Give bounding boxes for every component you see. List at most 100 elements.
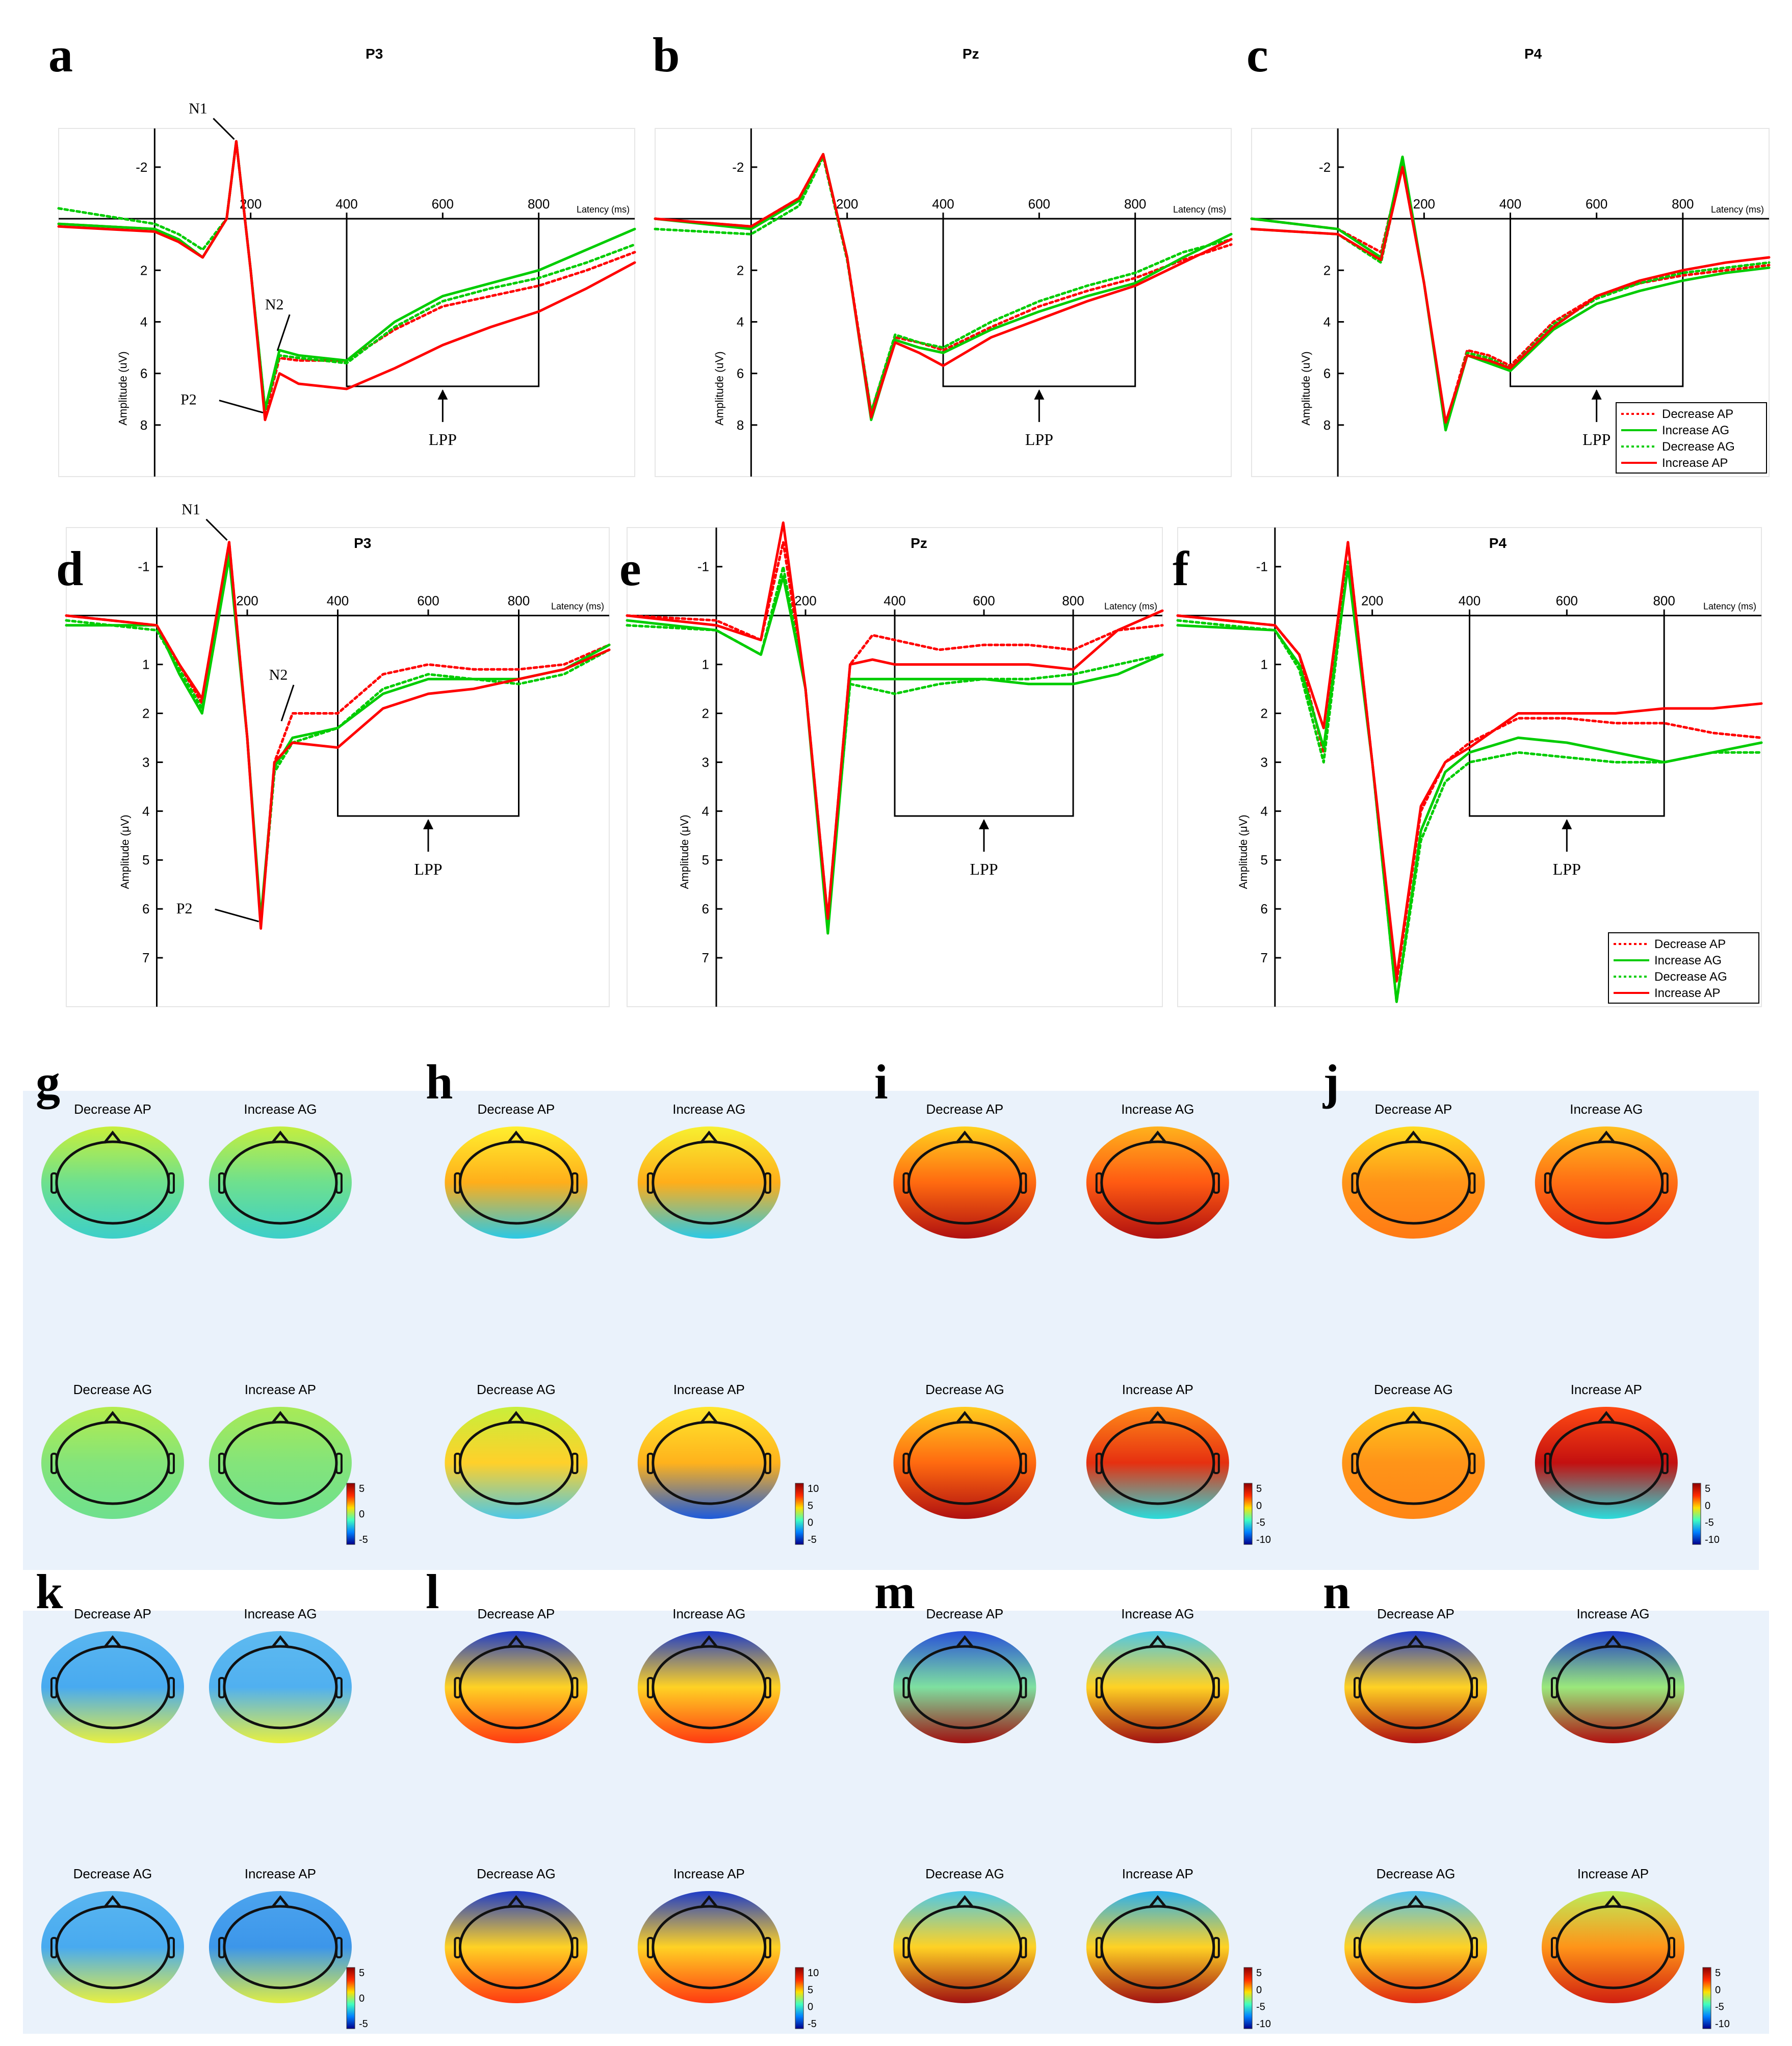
topomap-panel-l: l Decrease AP Increase AG Decrease AG Increa… (413, 1564, 862, 2034)
nose-outline (271, 1895, 290, 1908)
x-tick-label: 800 (1653, 593, 1675, 609)
scalp-map (893, 1407, 1036, 1519)
ear-right (335, 1677, 343, 1698)
y-tick-label: -1 (1256, 559, 1268, 574)
topomap-label: Decrease AP (74, 1606, 151, 1621)
ear-right (167, 1453, 175, 1474)
scalp-map (41, 1631, 184, 1743)
peak-arrow (215, 908, 259, 923)
nose-outline (507, 1635, 526, 1648)
panel-letter: c (1246, 28, 1268, 82)
ear-left (646, 1937, 654, 1958)
colorbar-tick-label: -5 (808, 1534, 817, 1545)
nose-outline (955, 1130, 974, 1144)
y-tick-label: 6 (702, 901, 709, 916)
topomap-panel-m: m Decrease AP Increase AG Decrease AG Increa… (862, 1564, 1310, 2034)
legend-entry: Increase AP (1662, 456, 1728, 470)
topomap-label: Increase AG (244, 1101, 317, 1117)
peak-label-n1: N1 (181, 501, 200, 518)
series-line-decrease-ag (654, 155, 1233, 413)
colorbar-tick-label: -10 (1256, 2018, 1271, 2030)
peak-arrow (213, 118, 235, 140)
y-tick-label: 6 (737, 366, 744, 381)
colorbar-tick-label: -10 (1705, 1534, 1720, 1545)
series-line-decrease-ag (626, 565, 1164, 925)
panel-letter: i (874, 1055, 888, 1109)
ear-right (335, 1453, 343, 1474)
lpp-arrowhead (1034, 389, 1045, 400)
y-tick-label: 2 (737, 263, 744, 278)
ear-right (167, 1677, 175, 1698)
y-tick-label: 3 (702, 754, 709, 770)
y-tick-label: 6 (142, 901, 149, 916)
colorbar-tick-label: -10 (1715, 2018, 1730, 2030)
legend-entry: Increase AG (1662, 424, 1729, 437)
panel-letter: g (36, 1055, 60, 1109)
scalp-map (1542, 1891, 1684, 2003)
nose-outline (103, 1895, 122, 1908)
colorbar-tick-label: 0 (359, 1993, 365, 2004)
lpp-label: LPP (1582, 430, 1611, 449)
topomap-label: Decrease AG (925, 1382, 1004, 1397)
ear-left (50, 1937, 58, 1958)
series-line-decrease-ag (1176, 560, 1763, 1003)
legend-box (1616, 402, 1767, 474)
legend-entry: Decrease AG (1654, 970, 1727, 984)
x-tick-label: 600 (432, 196, 454, 212)
y-tick-label: 2 (702, 705, 709, 721)
nose-outline (103, 1410, 122, 1424)
colorbar-tick-label: 5 (1256, 1483, 1262, 1494)
colorbar-tick-label: 5 (808, 1984, 813, 1996)
ear-left (1095, 1677, 1103, 1698)
scalp-map (209, 1891, 352, 2003)
legend-entry: Decrease AG (1662, 440, 1735, 454)
x-tick-label: 800 (508, 593, 530, 609)
colorbar (346, 1967, 355, 2029)
colorbar-tick-label: 0 (1256, 1500, 1262, 1511)
panel-letter: n (1323, 1564, 1350, 1619)
y-tick-label: 1 (142, 657, 149, 672)
x-tick-label: 600 (1028, 196, 1050, 212)
nose-outline (955, 1635, 974, 1648)
ear-left (50, 1453, 58, 1474)
colorbar-tick-label: 5 (1705, 1483, 1710, 1494)
y-tick-label: 8 (737, 417, 744, 433)
y-tick-label: 4 (1323, 314, 1331, 329)
panel-letter: k (36, 1564, 63, 1619)
y-axis-label: Amplitude (uV) (1300, 351, 1312, 426)
nose-outline (1148, 1635, 1167, 1648)
ear-left (218, 1453, 225, 1474)
scalp-map (445, 1407, 588, 1519)
y-tick-label: 6 (140, 366, 147, 381)
nose-outline (507, 1895, 526, 1908)
y-tick-label: -1 (138, 559, 149, 574)
x-tick-label: 400 (335, 196, 357, 212)
peak-arrow (280, 685, 295, 722)
scalp-map (1535, 1407, 1678, 1519)
y-tick-label: -1 (697, 559, 709, 574)
scalp-map (1535, 1126, 1678, 1239)
y-tick-label: 2 (140, 263, 147, 278)
nose-outline (1404, 1130, 1423, 1144)
x-tick-label: 400 (1459, 593, 1481, 609)
scalp-map (1344, 1631, 1487, 1743)
colorbar-tick-label: 5 (1256, 1968, 1262, 1979)
lpp-window (346, 218, 540, 387)
legend-box (1608, 932, 1759, 1004)
ear-left (454, 1937, 461, 1958)
scalp-map (1086, 1891, 1229, 2003)
panel-letter: j (1322, 1055, 1339, 1109)
lpp-window (1510, 218, 1684, 387)
y-axis-label: Amplitude (μV) (119, 815, 132, 889)
colorbar-tick-label: -5 (1256, 1517, 1265, 1529)
ear-right (1471, 1677, 1478, 1698)
ear-left (646, 1677, 654, 1698)
y-tick-label: 2 (1260, 705, 1267, 721)
y-tick-label: 2 (142, 705, 149, 721)
colorbar-tick-label: -5 (1715, 2002, 1724, 2013)
scalp-map (893, 1126, 1036, 1239)
nose-outline (507, 1130, 526, 1144)
scalp-map (1542, 1631, 1684, 1743)
ear-right (335, 1172, 343, 1194)
topomap-label: Increase AP (673, 1866, 745, 1881)
